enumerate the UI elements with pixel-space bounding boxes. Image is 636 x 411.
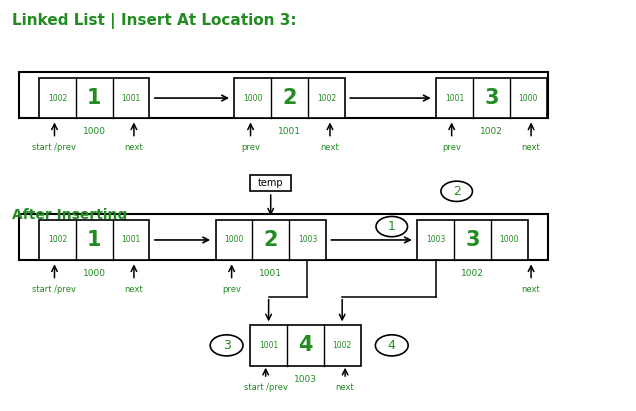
Bar (39, 78, 149, 118)
Text: 1: 1 (87, 88, 102, 108)
Text: next: next (522, 284, 541, 293)
Text: 1000: 1000 (518, 94, 538, 103)
Text: 2: 2 (453, 185, 460, 198)
Text: Linked List | Insert At Location 3:: Linked List | Insert At Location 3: (12, 13, 297, 29)
Bar (18, 214, 548, 260)
Text: 1003: 1003 (426, 236, 445, 245)
Text: 1001: 1001 (278, 127, 301, 136)
Text: 1001: 1001 (259, 269, 282, 278)
Text: 1003: 1003 (298, 236, 317, 245)
Text: 1002: 1002 (48, 236, 67, 245)
Text: 4: 4 (388, 339, 396, 352)
Text: 3: 3 (465, 230, 480, 250)
Text: 1002: 1002 (48, 94, 67, 103)
Bar (436, 78, 546, 118)
Text: next: next (321, 143, 340, 152)
Text: 1001: 1001 (259, 341, 278, 350)
Text: 1002: 1002 (333, 341, 352, 350)
Text: 1001: 1001 (121, 94, 141, 103)
Bar (39, 220, 149, 260)
Text: 1000: 1000 (243, 94, 263, 103)
Text: 1000: 1000 (83, 269, 106, 278)
Text: start /prev: start /prev (244, 383, 287, 392)
Text: 2: 2 (282, 88, 297, 108)
Text: 1000: 1000 (83, 127, 106, 136)
Text: 3: 3 (223, 339, 230, 352)
Text: After Inserting: After Inserting (12, 208, 127, 222)
Bar (417, 220, 528, 260)
Text: start /prev: start /prev (32, 284, 76, 293)
Text: 1000: 1000 (499, 236, 519, 245)
Text: prev: prev (241, 143, 260, 152)
Text: next: next (336, 383, 354, 392)
Bar (18, 72, 548, 118)
Text: 1000: 1000 (225, 236, 244, 245)
Text: 2: 2 (263, 230, 278, 250)
Text: 1: 1 (388, 220, 396, 233)
Bar (250, 175, 291, 191)
Text: prev: prev (222, 284, 241, 293)
Text: next: next (125, 143, 143, 152)
Text: 3: 3 (484, 88, 499, 108)
Text: 1002: 1002 (461, 269, 484, 278)
Text: temp: temp (258, 178, 284, 188)
Text: next: next (522, 143, 541, 152)
Text: next: next (125, 284, 143, 293)
Bar (235, 78, 345, 118)
Text: 1001: 1001 (445, 94, 464, 103)
Text: 1003: 1003 (294, 374, 317, 383)
Text: 1002: 1002 (480, 127, 503, 136)
Bar (250, 325, 361, 366)
Text: 1002: 1002 (317, 94, 336, 103)
Bar (216, 220, 326, 260)
Text: prev: prev (442, 143, 461, 152)
Text: 1: 1 (87, 230, 102, 250)
Text: start /prev: start /prev (32, 143, 76, 152)
Text: 4: 4 (298, 335, 313, 356)
Text: 1001: 1001 (121, 236, 141, 245)
